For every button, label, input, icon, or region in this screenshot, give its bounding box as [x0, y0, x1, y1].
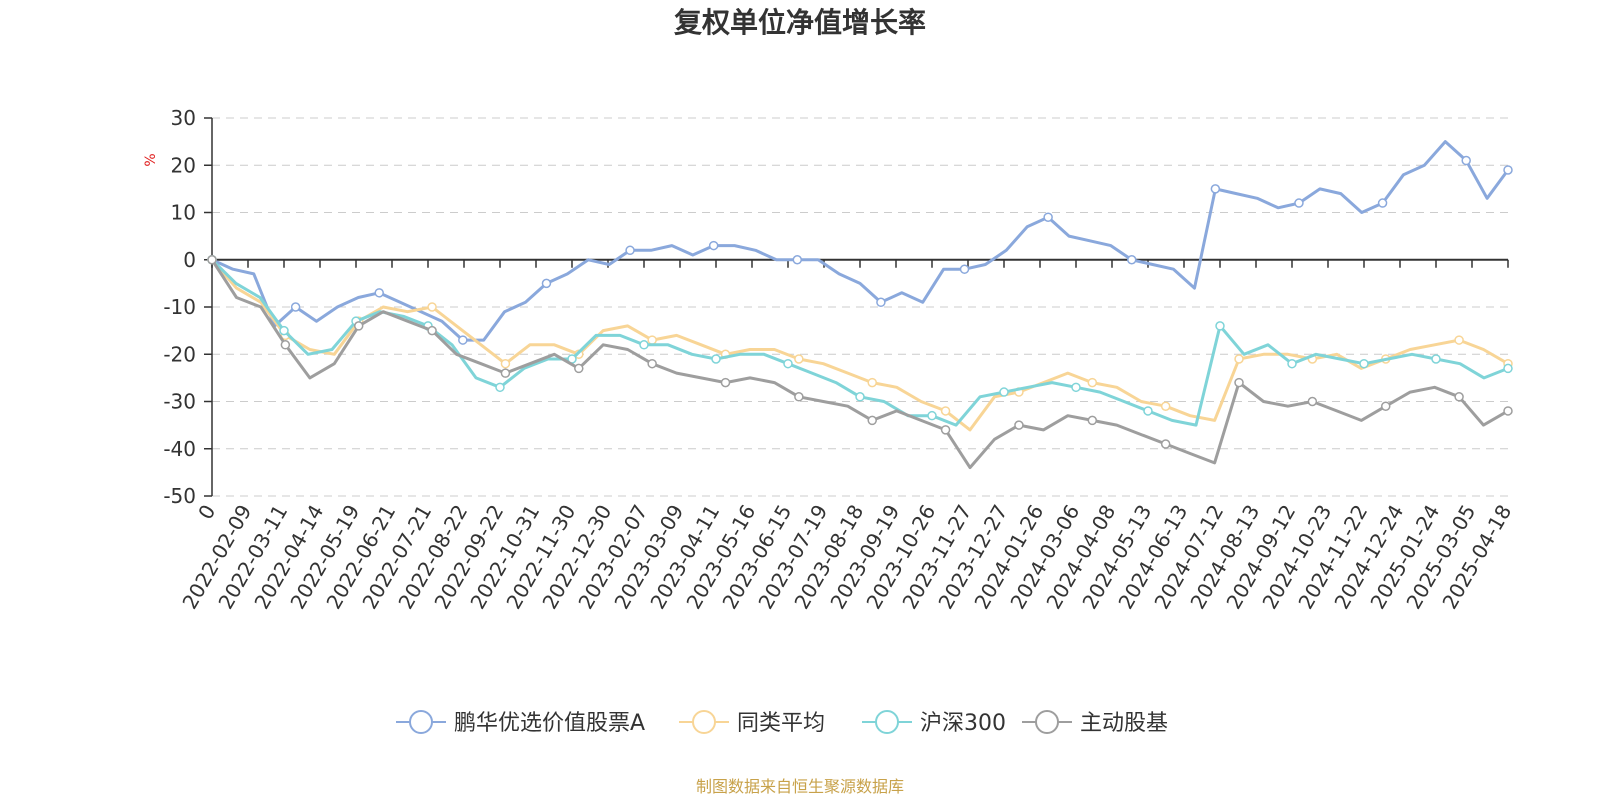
series-point-2	[927, 410, 937, 421]
series-point-0	[708, 240, 719, 251]
series-point-2	[1359, 358, 1369, 369]
series-point-0	[374, 288, 384, 298]
series-point-0	[1503, 165, 1513, 175]
series-point-1	[940, 406, 951, 416]
series-point-1	[1160, 401, 1171, 411]
series-point-2	[855, 392, 865, 402]
series-point-1	[794, 354, 804, 364]
series-point-3	[794, 392, 804, 402]
series-point-0	[458, 335, 468, 345]
series-line-3	[210, 258, 1509, 470]
y-tick-label: -40	[163, 437, 196, 461]
x-tick-label: 0	[193, 501, 220, 524]
series-point-3	[207, 255, 217, 265]
series-point-3	[867, 415, 877, 426]
series-point-3	[427, 325, 437, 336]
y-tick-label: -20	[163, 342, 196, 366]
series-point-2	[1215, 321, 1225, 331]
series-line-0	[211, 140, 1510, 342]
y-axis-ticks: 30 20 10 0 -10 -20 -30 -40 -50	[163, 106, 212, 508]
series-point-3	[280, 340, 291, 350]
legend-label-0: 鹏华优选价值股票A	[454, 711, 645, 736]
series-point-0	[1377, 198, 1388, 208]
series-point-2	[1071, 382, 1081, 393]
series-point-0	[792, 255, 803, 265]
series-point-2	[783, 358, 793, 369]
series-point-0	[625, 245, 635, 256]
y-tick-label: -10	[163, 295, 196, 319]
series-point-3	[574, 363, 584, 374]
series-point-0	[959, 264, 970, 274]
legend-label-1: 同类平均	[737, 711, 825, 736]
series-point-2	[999, 387, 1009, 397]
series-point-3	[1380, 401, 1391, 411]
legend-marker-0	[409, 710, 433, 734]
grid-lines	[212, 117, 1508, 497]
y-tick-label: -30	[163, 390, 196, 414]
series-point-3	[1160, 439, 1171, 449]
series-point-2	[1287, 358, 1297, 369]
series-point-2	[711, 354, 721, 364]
series-point-3	[1014, 420, 1024, 430]
series-point-0	[1294, 198, 1304, 208]
series-point-0	[1210, 184, 1221, 194]
series-point-1	[867, 377, 877, 388]
series-point-0	[1461, 155, 1471, 166]
series-point-2	[1143, 406, 1153, 416]
series-point-1	[500, 358, 511, 369]
series-point-1	[427, 302, 437, 312]
legend-marker-2	[875, 710, 899, 734]
legend: 鹏华优选价值股票A 同类平均 沪深300 主动股基	[396, 710, 1168, 736]
series-point-0	[876, 297, 886, 308]
y-axis-label: %	[143, 153, 159, 166]
series-point-3	[1087, 415, 1098, 426]
legend-label-3: 主动股基	[1080, 711, 1168, 736]
source-note: 制图数据来自恒生聚源数据库	[696, 777, 904, 796]
series-point-3	[647, 358, 657, 369]
legend-label-2: 沪深300	[920, 711, 1006, 736]
y-tick-label: 20	[171, 153, 196, 177]
series-point-3	[720, 377, 731, 388]
series-point-2	[1503, 363, 1513, 374]
series-point-1	[647, 335, 657, 345]
series-point-1	[1234, 354, 1244, 364]
series-point-3	[500, 368, 511, 378]
series-point-0	[541, 278, 552, 289]
series-point-0	[290, 302, 301, 312]
series-point-3	[1307, 396, 1318, 407]
y-tick-label: -50	[163, 484, 196, 508]
chart-title: 复权单位净值增长率	[674, 6, 926, 39]
series-point-3	[1454, 392, 1464, 402]
legend-marker-3	[1035, 710, 1059, 734]
series-point-3	[1503, 406, 1513, 416]
y-tick-label: 30	[171, 106, 196, 130]
series-point-3	[1234, 377, 1244, 388]
series-point-0	[1043, 212, 1053, 222]
series-point-2	[495, 382, 505, 393]
series-point-3	[940, 425, 951, 435]
y-tick-label: 10	[171, 201, 196, 225]
series-point-1	[1087, 377, 1098, 388]
series-point-0	[1126, 255, 1137, 265]
y-tick-label: 0	[183, 248, 196, 272]
series-point-3	[353, 321, 364, 331]
series-lines	[207, 140, 1513, 470]
series-point-2	[639, 340, 649, 350]
legend-marker-1	[692, 710, 716, 734]
series-point-1	[1454, 335, 1464, 345]
series-point-2	[1431, 354, 1441, 364]
series-point-2	[279, 325, 289, 336]
